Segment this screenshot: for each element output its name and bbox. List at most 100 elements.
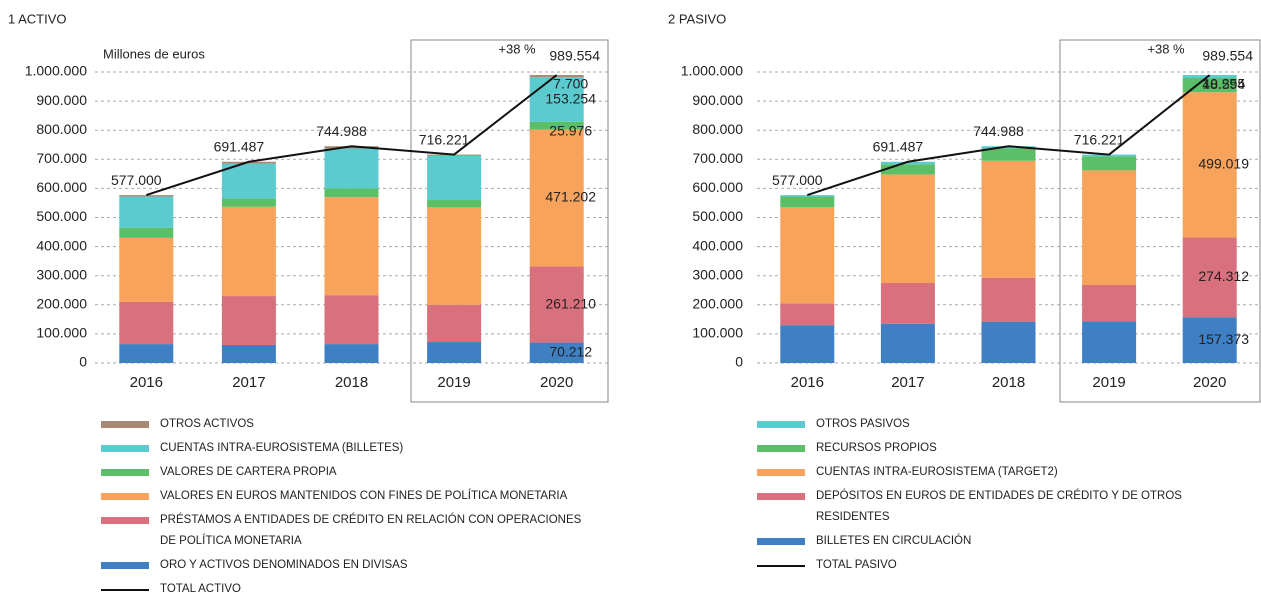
- total-label: 691.487: [873, 138, 924, 154]
- highlight-box: [410, 39, 609, 403]
- bar-segment: [880, 282, 935, 324]
- total-label: 691.487: [214, 138, 265, 154]
- total-label: 716.221: [419, 131, 470, 147]
- bar-segment: [981, 277, 1036, 322]
- bar-segment: [324, 344, 379, 363]
- bar-segment: [119, 344, 174, 363]
- bar-segment: [529, 129, 584, 267]
- bar-segment: [427, 342, 482, 363]
- y-tick-label: 400.000: [36, 237, 87, 253]
- y-tick-label: 200.000: [692, 296, 743, 312]
- legend-swatch: [101, 517, 149, 524]
- legend-item: VALORES EN EUROS MANTENIDOS CON FINES DE…: [101, 486, 600, 507]
- y-tick-label: 800.000: [36, 121, 87, 137]
- bar-segment: [427, 304, 482, 343]
- annotation: +38 %: [1147, 41, 1185, 56]
- data-label: 261.210: [545, 295, 596, 311]
- legend-swatch: [101, 421, 149, 428]
- bar-segment: [1182, 317, 1237, 363]
- bar-segment: [1182, 78, 1237, 93]
- bar-segment: [529, 121, 584, 130]
- bar-segment: [119, 301, 174, 345]
- bar-segment: [221, 296, 276, 345]
- legend-swatch: [101, 562, 149, 569]
- legend-label: BILLETES EN CIRCULACIÓN: [816, 535, 972, 547]
- bar-segment: [324, 148, 379, 189]
- x-tick-label: 2020: [540, 374, 573, 391]
- total-line: [806, 74, 1211, 197]
- bar-segment: [1082, 321, 1137, 363]
- bar-segment: [1082, 156, 1137, 171]
- legend-label: VALORES DE CARTERA PROPIA: [160, 466, 337, 478]
- bar-segment: [780, 196, 835, 208]
- total-label: 989.554: [549, 48, 600, 64]
- x-tick-label: 2019: [437, 374, 470, 391]
- total-label: 577.000: [111, 172, 162, 188]
- data-label: 153.254: [545, 90, 596, 106]
- data-label: 48.594: [1202, 76, 1245, 92]
- bar-segment: [221, 206, 276, 297]
- y-tick-label: 100.000: [36, 325, 87, 341]
- bar-segment: [221, 198, 276, 207]
- total-label: 744.988: [316, 123, 367, 139]
- data-label: 157.373: [1198, 331, 1249, 347]
- chart-title: 1 ACTIVO: [8, 11, 67, 26]
- y-tick-label: 900.000: [692, 92, 743, 108]
- x-tick-label: 2016: [791, 374, 824, 391]
- x-tick-label: 2018: [335, 374, 368, 391]
- bar-segment: [1182, 92, 1237, 238]
- legend-item: DEPÓSITOS EN EUROS DE ENTIDADES DE CRÉDI…: [757, 486, 1256, 528]
- highlight-box: [1059, 39, 1261, 403]
- bar-segment: [1182, 75, 1237, 79]
- data-label: 70.212: [549, 343, 592, 359]
- x-tick-label: 2018: [992, 374, 1025, 391]
- y-tick-label: 1.000.000: [681, 63, 743, 79]
- y-tick-label: 400.000: [692, 237, 743, 253]
- data-label: 7.700: [553, 76, 588, 92]
- bar-segment: [119, 227, 174, 238]
- legend-swatch: [101, 589, 149, 591]
- y-tick-label: 600.000: [36, 179, 87, 195]
- x-tick-label: 2019: [1092, 374, 1125, 391]
- bar-segment: [119, 195, 174, 197]
- y-tick-label: 300.000: [692, 266, 743, 282]
- bar-segment: [981, 146, 1036, 149]
- y-tick-label: 1.000.000: [25, 63, 87, 79]
- y-tick-label: 600.000: [692, 179, 743, 195]
- y-tick-label: 800.000: [692, 121, 743, 137]
- y-tick-label: 700.000: [692, 150, 743, 166]
- bar-segment: [221, 344, 276, 363]
- bar-segment: [427, 200, 482, 208]
- total-label: 989.554: [1202, 48, 1253, 64]
- bar-segment: [780, 207, 835, 304]
- legend-item: CUENTAS INTRA-EUROSISTEMA (TARGET2): [757, 462, 1256, 483]
- y-tick-label: 0: [79, 354, 87, 370]
- y-tick-label: 0: [735, 354, 743, 370]
- total-line: [145, 74, 558, 197]
- y-tick-label: 500.000: [36, 208, 87, 224]
- bar-segment: [780, 303, 835, 326]
- legend-label: OTROS PASIVOS: [816, 418, 910, 430]
- legend-item: BILLETES EN CIRCULACIÓN: [757, 531, 1256, 552]
- bar-segment: [981, 160, 1036, 278]
- total-label: 716.221: [1074, 131, 1125, 147]
- bar-segment: [427, 155, 482, 201]
- bar-segment: [324, 197, 379, 296]
- legend-label: VALORES EN EUROS MANTENIDOS CON FINES DE…: [160, 490, 568, 502]
- bar-segment: [880, 174, 935, 283]
- legend-swatch: [757, 538, 805, 545]
- legend-swatch: [101, 493, 149, 500]
- bar-segment: [119, 196, 174, 228]
- bar-segment: [324, 146, 379, 149]
- bar-segment: [529, 342, 584, 363]
- y-tick-label: 100.000: [692, 325, 743, 341]
- chart-title: 2 PASIVO: [668, 11, 726, 26]
- data-label: 25.976: [549, 123, 592, 139]
- legend-item: TOTAL ACTIVO: [101, 579, 600, 600]
- legend-label: CUENTAS INTRA-EUROSISTEMA (BILLETES): [160, 442, 404, 454]
- data-label: 10.255: [1202, 76, 1245, 92]
- legend-swatch: [757, 493, 805, 500]
- legend-item: PRÉSTAMOS A ENTIDADES DE CRÉDITO EN RELA…: [101, 510, 600, 552]
- legend-item: OTROS PASIVOS: [757, 414, 1256, 435]
